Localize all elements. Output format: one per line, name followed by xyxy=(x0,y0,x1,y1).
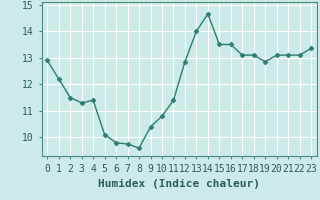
X-axis label: Humidex (Indice chaleur): Humidex (Indice chaleur) xyxy=(98,179,260,189)
